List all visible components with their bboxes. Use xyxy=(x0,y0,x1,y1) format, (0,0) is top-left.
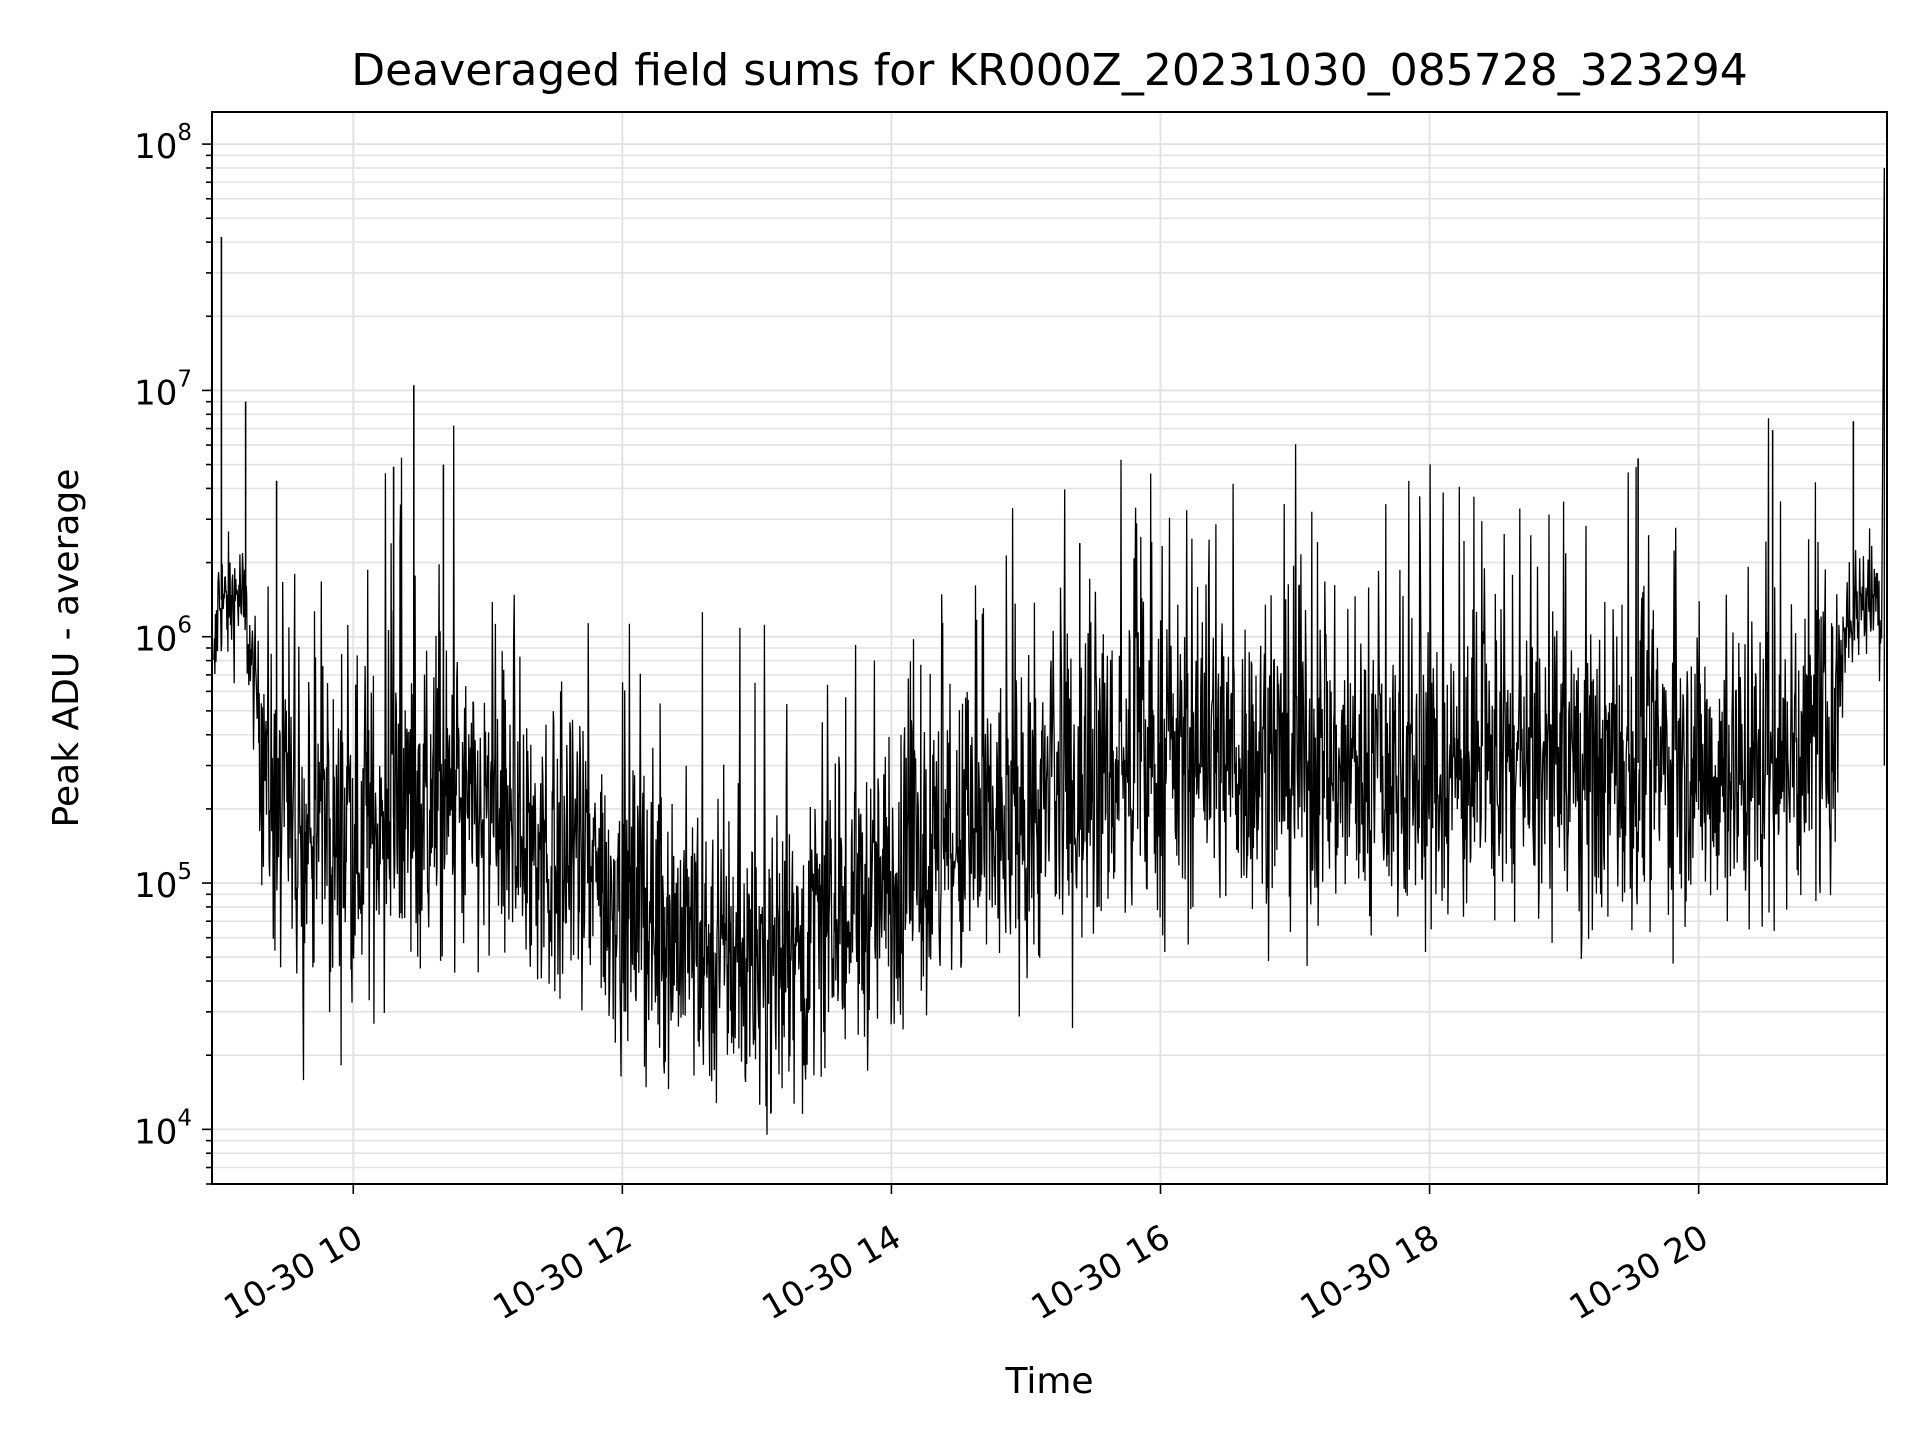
x-tick-label: 10-30 12 xyxy=(486,1217,638,1328)
data-line xyxy=(212,167,1885,1135)
data-spikes xyxy=(220,236,1855,818)
y-axis-label: Peak ADU - average xyxy=(46,469,87,828)
x-axis-label: Time xyxy=(1004,1361,1093,1402)
y-axis-ticks: 104 105 106 107 108 xyxy=(134,120,212,1185)
y-tick-label: 105 xyxy=(134,859,192,906)
x-tick-label: 10-30 16 xyxy=(1025,1217,1177,1328)
y-tick-label: 104 xyxy=(134,1105,192,1152)
y-tick-label: 108 xyxy=(134,120,192,167)
x-tick-label: 10-30 10 xyxy=(217,1217,369,1328)
x-tick-label: 10-30 20 xyxy=(1563,1217,1715,1328)
x-tick-label: 10-30 14 xyxy=(756,1217,908,1328)
y-tick-label: 106 xyxy=(134,613,192,660)
x-axis-ticks: 10-30 10 10-30 12 10-30 14 10-30 16 10-30 18… xyxy=(217,1184,1715,1328)
data-series xyxy=(212,167,1885,1135)
x-tick-label: 10-30 18 xyxy=(1294,1217,1446,1328)
chart-title: Deaveraged field sums for KR000Z_2023103… xyxy=(351,45,1747,96)
y-tick-label: 107 xyxy=(134,366,192,413)
